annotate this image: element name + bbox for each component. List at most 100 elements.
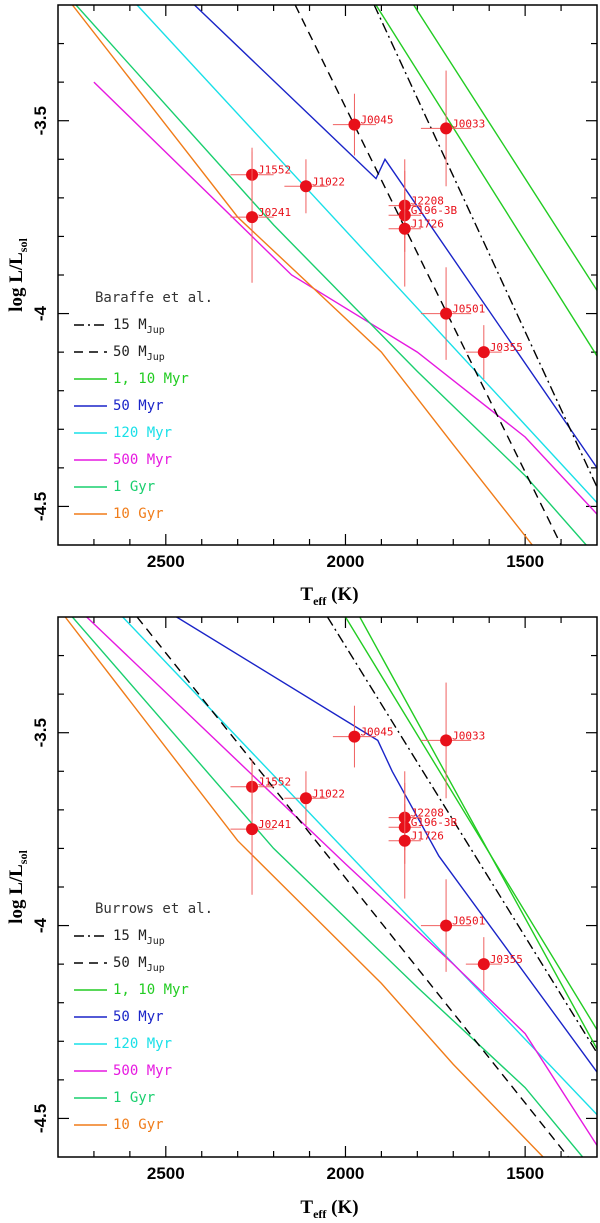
tick-marks [58,617,597,1157]
y-axis-title-sub: sol [16,850,30,865]
y-tick-label: -4.5 [31,492,50,521]
chart-panel-bottom: 2500 2000 1500 -3.5 -4 -4.5 Teff (K) log L/Lsol… [6,616,598,1221]
legend-entry-label: 10 Gyr [113,1117,164,1133]
point-label-j0501: J0501 [452,915,485,928]
legend-entry-main: 500 Myr [113,452,172,468]
point-marker-j0355 [477,958,490,971]
x-axis-title-main: T [300,1197,313,1218]
legend-entry-label: 50 MJup [113,955,165,974]
chart-panel-top: 2500 2000 1500 -3.5 -4 -4.5 Teff (K) log L/Lsol… [6,4,598,608]
legend-entry-main: 1 Gyr [113,479,155,495]
point-label-j0033: J0033 [452,729,485,742]
legend-entry-label: 500 Myr [113,452,172,468]
legend-entry-main: 1 Gyr [113,1090,155,1106]
series-line-10-gyr [71,5,533,545]
legend-entry-sub: Jup [147,352,165,363]
legend-entry-main: 10 Gyr [113,1117,164,1133]
point-label-j1726: J1726 [411,830,444,843]
point-marker-j0033 [440,122,453,135]
legend-title: Burrows et al. [95,901,213,917]
y-tick-label: -3.5 [31,718,50,747]
legend-entry-main: 15 M [113,928,147,944]
series-line-1-gyr [71,617,584,1157]
point-marker-j0241 [246,823,259,836]
point-label-j0355: J0355 [490,341,523,354]
legend-entry-label: 15 MJup [113,928,165,947]
point-label-j2208: J2208 [411,195,444,208]
y-axis-title: log L/Lsol [6,850,30,924]
x-tick-label: 2000 [327,552,365,571]
series-group [64,617,597,1157]
legend-entry-main: 50 Myr [113,398,164,414]
series-line-500-myr [93,81,597,515]
point-marker-j0501 [440,919,453,932]
x-axis-title: Teff (K) [300,584,358,608]
point-marker-j0501 [440,307,453,320]
legend-entry-label: 1, 10 Myr [113,982,189,998]
point-marker-j1726 [398,222,411,235]
x-axis-title-unit: (K) [326,584,358,605]
series-line-1-10-myr [359,617,597,1050]
y-tick-label: -4 [31,917,50,933]
plot-frame [57,4,598,546]
series-line-500-myr [86,617,597,1146]
legend-entry-label: 120 Myr [113,1036,172,1052]
y-tick-label: -4 [31,305,50,321]
series-line-1-10-myr [375,5,597,357]
x-axis-title-sub: eff [313,594,327,608]
x-tick-label: 1500 [506,552,544,571]
point-label-j1726: J1726 [411,218,444,231]
legend-entry-sub: Jup [147,963,165,974]
point-label-j0033: J0033 [452,117,485,130]
point-label-j0241: J0241 [258,818,291,831]
legend-entry-label: 120 Myr [113,425,172,441]
series-line-120-myr [136,5,597,504]
series-line-50-mjup [294,5,562,545]
y-axis-title: log L/Lsol [6,238,30,312]
x-tick-label: 2000 [327,1164,365,1183]
point-label-j1552: J1552 [258,776,291,789]
series-line-1-10-myr [413,5,597,291]
legend-title: Baraffe et al. [95,290,213,306]
point-marker-j0241 [246,211,259,224]
series-line-1-10-myr [344,617,597,1031]
y-axis-title-main: log L/L [6,864,27,924]
legend-entry-main: 120 Myr [113,1036,172,1052]
legend-entry-main: 50 M [113,344,147,360]
point-marker-j1022 [299,792,312,805]
point-label-j2208: J2208 [411,807,444,820]
series-line-50-myr [194,5,597,469]
y-axis-title-main: log L/L [6,252,27,312]
y-tick-label: -4.5 [31,1104,50,1133]
series-group [71,5,597,545]
point-marker-j0355 [477,346,490,359]
x-tick-label: 2500 [147,552,185,571]
legend-entry-label: 50 Myr [113,1009,164,1025]
legend-entry-main: 500 Myr [113,1063,172,1079]
x-axis-title: Teff (K) [300,1197,358,1221]
tick-marks [58,5,597,545]
legend: Baraffe et al. 15 MJup 50 MJup 1, 10 Myr 50 … [74,290,213,522]
x-tick-label: 2500 [147,1164,185,1183]
x-tick-label: 1500 [506,1164,544,1183]
legend-entry-label: 50 Myr [113,398,164,414]
legend-entry-label: 15 MJup [113,317,165,336]
point-label-j0355: J0355 [490,953,523,966]
legend-entry-main: 50 M [113,955,147,971]
series-line-10-gyr [64,617,544,1157]
legend-entry-main: 120 Myr [113,425,172,441]
series-line-50-mjup [136,617,569,1157]
legend-entry-sub: Jup [147,936,165,947]
legend-entry-label: 10 Gyr [113,506,164,522]
point-marker-j1022 [299,180,312,193]
point-label-g196-3b: G196-3B [411,204,458,217]
legend-entry-main: 10 Gyr [113,506,164,522]
legend-entry-main: 15 M [113,317,147,333]
legend-entry-main: 1, 10 Myr [113,371,189,387]
legend-entry-label: 500 Myr [113,1063,172,1079]
series-line-50-myr [176,617,597,1073]
legend-entry-label: 1 Gyr [113,1090,155,1106]
point-label-j0241: J0241 [258,206,291,219]
series-line-15-mjup [326,617,597,1054]
